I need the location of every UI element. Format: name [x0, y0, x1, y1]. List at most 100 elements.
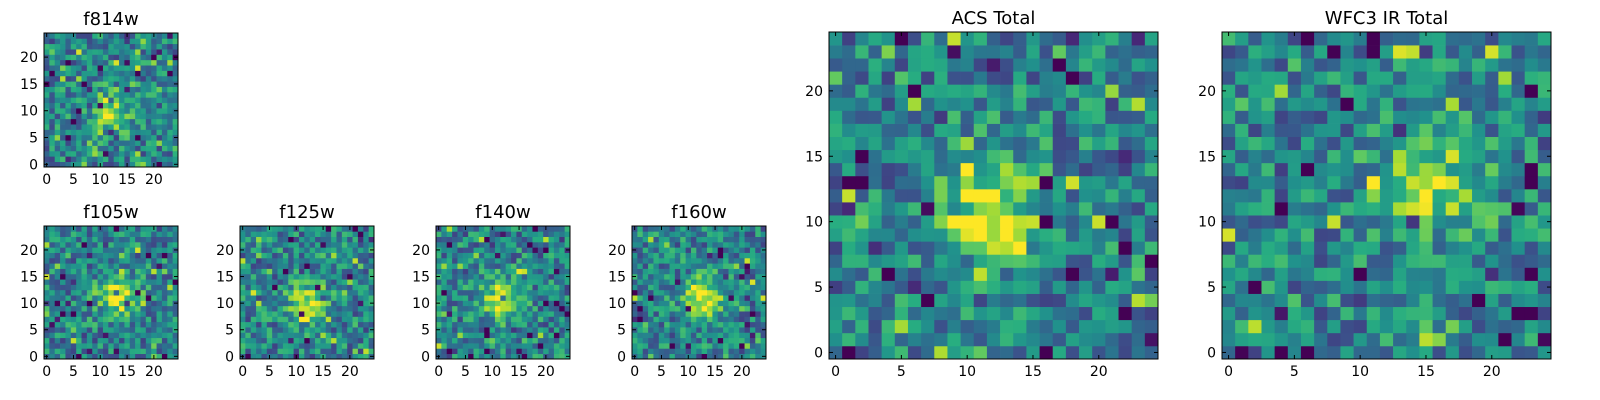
heatmap-cell — [1222, 71, 1236, 85]
heatmap-cell — [1353, 280, 1368, 294]
heatmap-cell — [1118, 45, 1133, 59]
heatmap-cell — [1406, 215, 1420, 229]
heatmap-cell — [161, 327, 168, 333]
heatmap-cell — [749, 241, 756, 248]
heatmap-cell — [564, 321, 571, 328]
heatmap-cell — [108, 38, 115, 45]
heatmap-cell — [172, 316, 179, 323]
heatmap-cell — [521, 305, 528, 312]
heatmap-cell — [325, 337, 332, 344]
heatmap-cell — [701, 284, 708, 291]
y-tick-label: 0 — [814, 345, 823, 361]
heatmap-cell — [331, 348, 337, 355]
heatmap-cell — [1222, 136, 1236, 151]
heatmap-cell — [489, 327, 496, 333]
heatmap-cell — [749, 231, 756, 237]
heatmap-cell — [1537, 45, 1552, 59]
heatmap-cell — [97, 343, 104, 349]
heatmap-cell — [331, 273, 337, 280]
heatmap-cell — [543, 231, 549, 237]
heatmap-cell — [658, 300, 665, 307]
heatmap-cell — [250, 257, 257, 264]
heatmap-cell — [973, 175, 988, 190]
heatmap-cell — [70, 263, 77, 269]
heatmap-cell — [829, 58, 843, 72]
heatmap-cell — [707, 241, 713, 248]
heatmap-cell — [1144, 32, 1159, 46]
heatmap-cell — [309, 263, 316, 269]
heatmap-cell — [108, 91, 115, 98]
heatmap-cell — [494, 263, 501, 269]
heatmap-cell — [277, 311, 284, 317]
heatmap-cell — [674, 257, 681, 264]
heatmap-cell — [156, 337, 163, 344]
y-tick-label: 15 — [608, 270, 626, 286]
heatmap-cell — [81, 348, 88, 355]
heatmap-cell — [696, 316, 703, 323]
heatmap-cell — [516, 295, 523, 301]
heatmap-cell — [65, 113, 72, 120]
heatmap-cell — [298, 337, 305, 344]
heatmap-cell — [755, 353, 761, 360]
heatmap-cell — [167, 150, 173, 157]
heatmap-cell — [161, 54, 168, 61]
heatmap-cell — [457, 247, 464, 253]
heatmap-cell — [151, 43, 157, 50]
heatmap-cell — [894, 319, 909, 334]
heatmap-cell — [363, 295, 369, 301]
heatmap-cell — [347, 236, 353, 243]
heatmap-cell — [1485, 188, 1499, 203]
heatmap-cell — [161, 156, 168, 162]
heatmap-cell — [347, 268, 353, 275]
heatmap-cell — [140, 38, 147, 45]
heatmap-cell — [462, 241, 469, 248]
heatmap-cell — [934, 110, 948, 124]
heatmap-cell — [669, 305, 676, 312]
heatmap-cell — [282, 247, 289, 253]
heatmap-cell — [156, 91, 163, 98]
heatmap-cell — [76, 150, 82, 157]
heatmap-cell — [1314, 97, 1328, 111]
heatmap-cell — [894, 267, 909, 281]
axes-frame — [828, 31, 1159, 360]
heatmap-cell — [70, 49, 77, 55]
heatmap-cell — [733, 348, 740, 355]
heatmap-cell — [674, 241, 681, 248]
heatmap-cell — [135, 353, 141, 360]
heatmap-cell — [543, 236, 549, 243]
heatmap-cell — [1353, 123, 1368, 137]
heatmap-cell — [92, 140, 98, 146]
heatmap-cell — [1406, 45, 1420, 59]
heatmap-cell — [76, 81, 82, 87]
heatmap-cell — [1327, 97, 1341, 111]
heatmap-cell — [543, 337, 549, 344]
heatmap-cell — [441, 348, 448, 355]
heatmap-cell — [129, 252, 136, 259]
heatmap-cell — [65, 54, 72, 61]
heatmap-cell — [325, 231, 332, 237]
heatmap-cell — [728, 321, 735, 328]
heatmap-cell — [1300, 332, 1315, 347]
heatmap-cell — [81, 97, 88, 104]
heatmap-cell — [1498, 84, 1512, 98]
heatmap-cell — [680, 343, 686, 349]
heatmap-cell — [446, 273, 453, 280]
heatmap-cell — [1537, 215, 1552, 229]
heatmap-cell — [76, 134, 82, 141]
heatmap-cell — [108, 134, 115, 141]
heatmap-cell — [151, 54, 157, 61]
heatmap-cell — [637, 305, 644, 312]
heatmap-cell — [855, 293, 869, 308]
heatmap-cell — [653, 316, 660, 323]
heatmap-cell — [44, 124, 50, 130]
heatmap-cell — [65, 348, 72, 355]
heatmap-cell — [331, 289, 337, 296]
heatmap-cell — [642, 279, 649, 285]
heatmap-cell — [102, 311, 109, 317]
heatmap-cell — [436, 289, 442, 296]
heatmap-cell — [298, 263, 305, 269]
heatmap-cell — [288, 327, 294, 333]
heatmap-cell — [690, 332, 697, 339]
heatmap-cell — [129, 257, 136, 264]
heatmap-cell — [1432, 175, 1447, 190]
